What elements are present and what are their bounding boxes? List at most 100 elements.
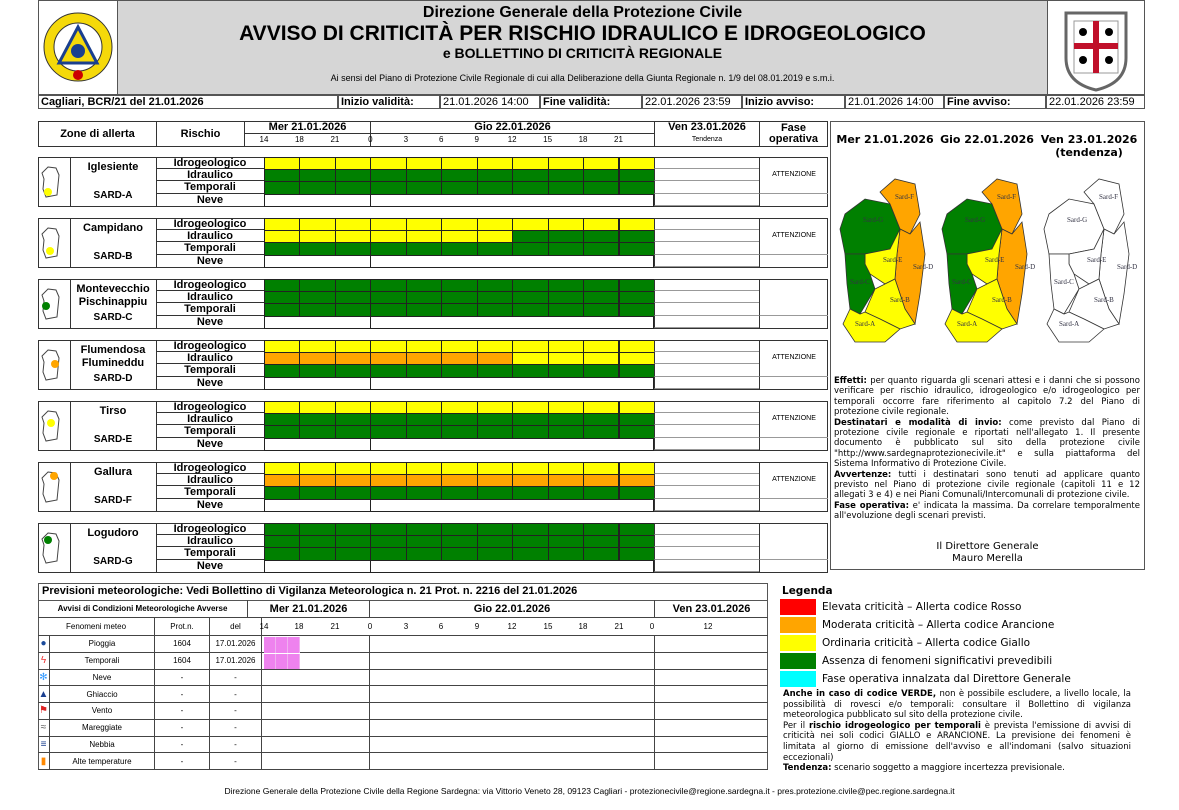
risk-level-cell (370, 364, 407, 378)
risk-level-cell (618, 486, 655, 500)
effetti-label: Effetti: (834, 376, 867, 386)
risk-label-idraulico: Idraulico (156, 474, 264, 487)
risk-level-cell (512, 364, 549, 378)
hour-tick: 18 (578, 135, 588, 144)
risk-level-cell (370, 169, 407, 183)
map-zone-label: Sard-A (855, 320, 875, 328)
map-zone-label: Sard-E (985, 256, 1004, 264)
tendenza-cell (654, 376, 760, 389)
meteo-hour-tick: 18 (578, 622, 588, 631)
fog-icon: ≡ (38, 736, 50, 754)
risk-level-cell (547, 486, 584, 500)
inizio-avviso-label: Inizio avviso: (742, 95, 845, 109)
map-zone-label: Sard-C (1054, 278, 1074, 286)
risk-level-cell (441, 169, 478, 183)
divider (156, 157, 157, 206)
risk-level-cell (547, 547, 584, 561)
meteo-day3-cell (655, 686, 768, 703)
neve-cell (264, 376, 371, 390)
prot-value: - (155, 753, 210, 770)
fenomeni-header: Fenomeni meteo (38, 618, 155, 636)
zone-code: SARD-D (93, 373, 133, 384)
risk-label-neve: Neve (196, 559, 224, 572)
risk-level-cell (476, 242, 514, 256)
sardegna-coat-of-arms (1047, 0, 1145, 95)
risk-level-cell (618, 230, 655, 244)
risk-label-neve: Neve (196, 437, 224, 450)
meteo-day3-cell (655, 636, 768, 653)
sardinia-zone-icon (40, 165, 64, 199)
neve-cell (370, 498, 654, 512)
meteo-day1-cell (262, 719, 370, 737)
day2-label: Gio 22.01.2026 (474, 121, 551, 133)
risk-level-cell (476, 181, 514, 195)
risk-level-cell (441, 181, 478, 195)
tendenza-label: Tendenza (691, 136, 723, 143)
del-value: - (210, 719, 262, 737)
risk-level-cell (299, 352, 336, 366)
risk-label-temporali: Temporali (156, 181, 264, 194)
sardinia-zone-icon (40, 470, 64, 504)
tendenza-cell (654, 462, 760, 475)
inizio-validita-value: 21.01.2026 14:00 (440, 95, 540, 109)
tendenza-cell (654, 230, 760, 243)
fase-operativa-value: ATTENZIONE (759, 462, 828, 499)
waves-icon: ≈ (38, 719, 50, 737)
risk-label-temporali: Temporali (156, 425, 264, 438)
tendenza-cell (654, 181, 760, 194)
risk-level-cell (334, 303, 372, 317)
risk-level-cell (370, 291, 407, 305)
risk-level-cell (583, 291, 620, 305)
note-verde-bold: Anche in caso di codice VERDE, (783, 689, 937, 699)
tendenza-cell (654, 279, 760, 292)
divider (759, 559, 760, 572)
tendenza-cell (654, 486, 760, 499)
risk-level-cell (512, 303, 549, 317)
risk-label-neve: Neve (196, 498, 224, 511)
tendenza-cell (654, 303, 760, 316)
risk-level-cell (583, 169, 620, 183)
risk-level-cell (583, 547, 620, 561)
risk-level-cell (405, 547, 443, 561)
risk-level-cell (583, 352, 620, 366)
risk-level-cell (583, 181, 620, 195)
hour-tick: 14 (259, 135, 269, 144)
risk-level-cell (264, 291, 301, 305)
risk-level-cell (405, 352, 443, 366)
risk-level-cell (583, 425, 620, 439)
meteo-day2-cell (370, 636, 655, 653)
divider (70, 523, 71, 572)
risk-level-cell (547, 535, 584, 549)
divider (70, 218, 71, 267)
risk-level-cell (583, 474, 620, 488)
meteo-day1-cell (262, 652, 370, 670)
meteo-day3-cell (655, 703, 768, 720)
risk-level-cell (264, 169, 301, 183)
risk-level-cell (370, 474, 407, 488)
meteo-day3-cell (655, 670, 768, 687)
zone-name: Iglesiente (87, 161, 139, 173)
divider (759, 437, 760, 450)
del-value: 17.01.2026 (210, 652, 262, 670)
risk-level-cell (334, 181, 372, 195)
map-zone-label: Sard-F (895, 193, 914, 201)
del-value: - (210, 686, 262, 703)
risk-level-cell (441, 230, 478, 244)
meteo-day3: Ven 23.01.2026 (655, 600, 768, 618)
meteo-day1-cell (262, 753, 370, 770)
risk-level-cell (370, 425, 407, 439)
risk-level-cell (618, 425, 655, 439)
meteo-alert-cell (288, 653, 300, 670)
risk-level-cell (441, 242, 478, 256)
divider (156, 279, 157, 328)
risk-label-idrogeologico: Idrogeologico (156, 218, 264, 231)
map-zone-F (879, 178, 921, 235)
divider (759, 193, 760, 206)
map-zone-label: Sard-A (957, 320, 977, 328)
risk-level-cell (370, 535, 407, 549)
risk-level-cell (264, 535, 301, 549)
risk-level-cell (264, 413, 301, 427)
effetti-text: per quanto riguarda gli scenari attesi e… (834, 376, 1140, 418)
risk-level-cell (583, 364, 620, 378)
risk-level-cell (583, 303, 620, 317)
